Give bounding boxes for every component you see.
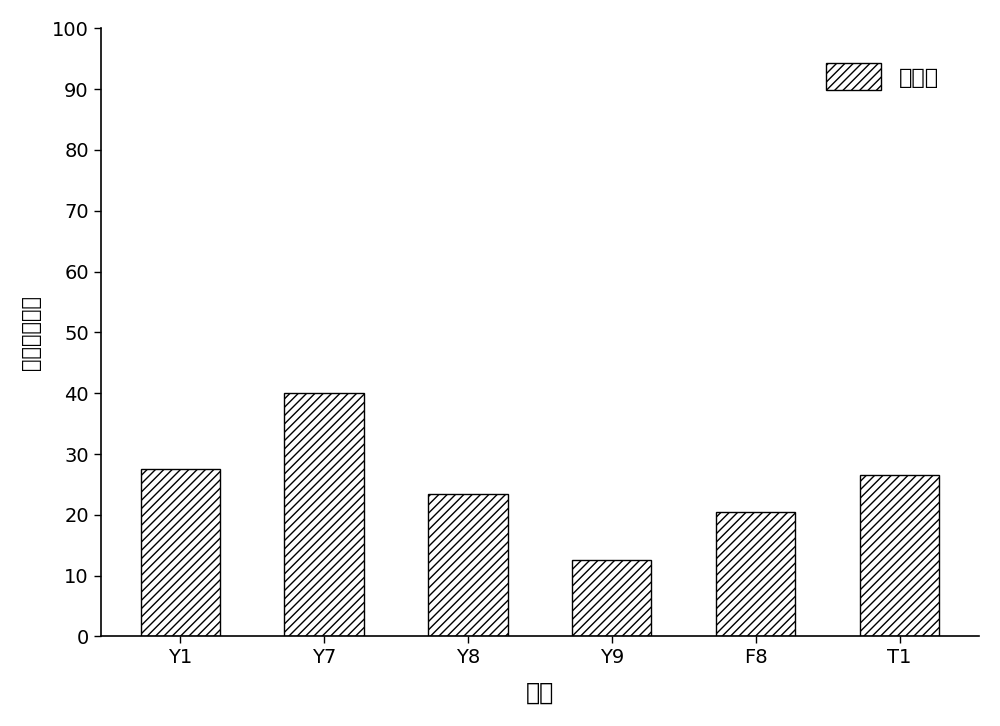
Bar — [572, 560, 651, 637]
Bar — [428, 494, 508, 637]
Y-axis label: 去除率（％）: 去除率（％） — [21, 295, 41, 370]
Bar — [716, 512, 795, 637]
X-axis label: 菌株: 菌株 — [526, 681, 554, 705]
Bar — [284, 393, 364, 637]
Bar — [141, 469, 220, 637]
Bar — [860, 476, 939, 637]
Legend: 去除率: 去除率 — [815, 52, 950, 101]
